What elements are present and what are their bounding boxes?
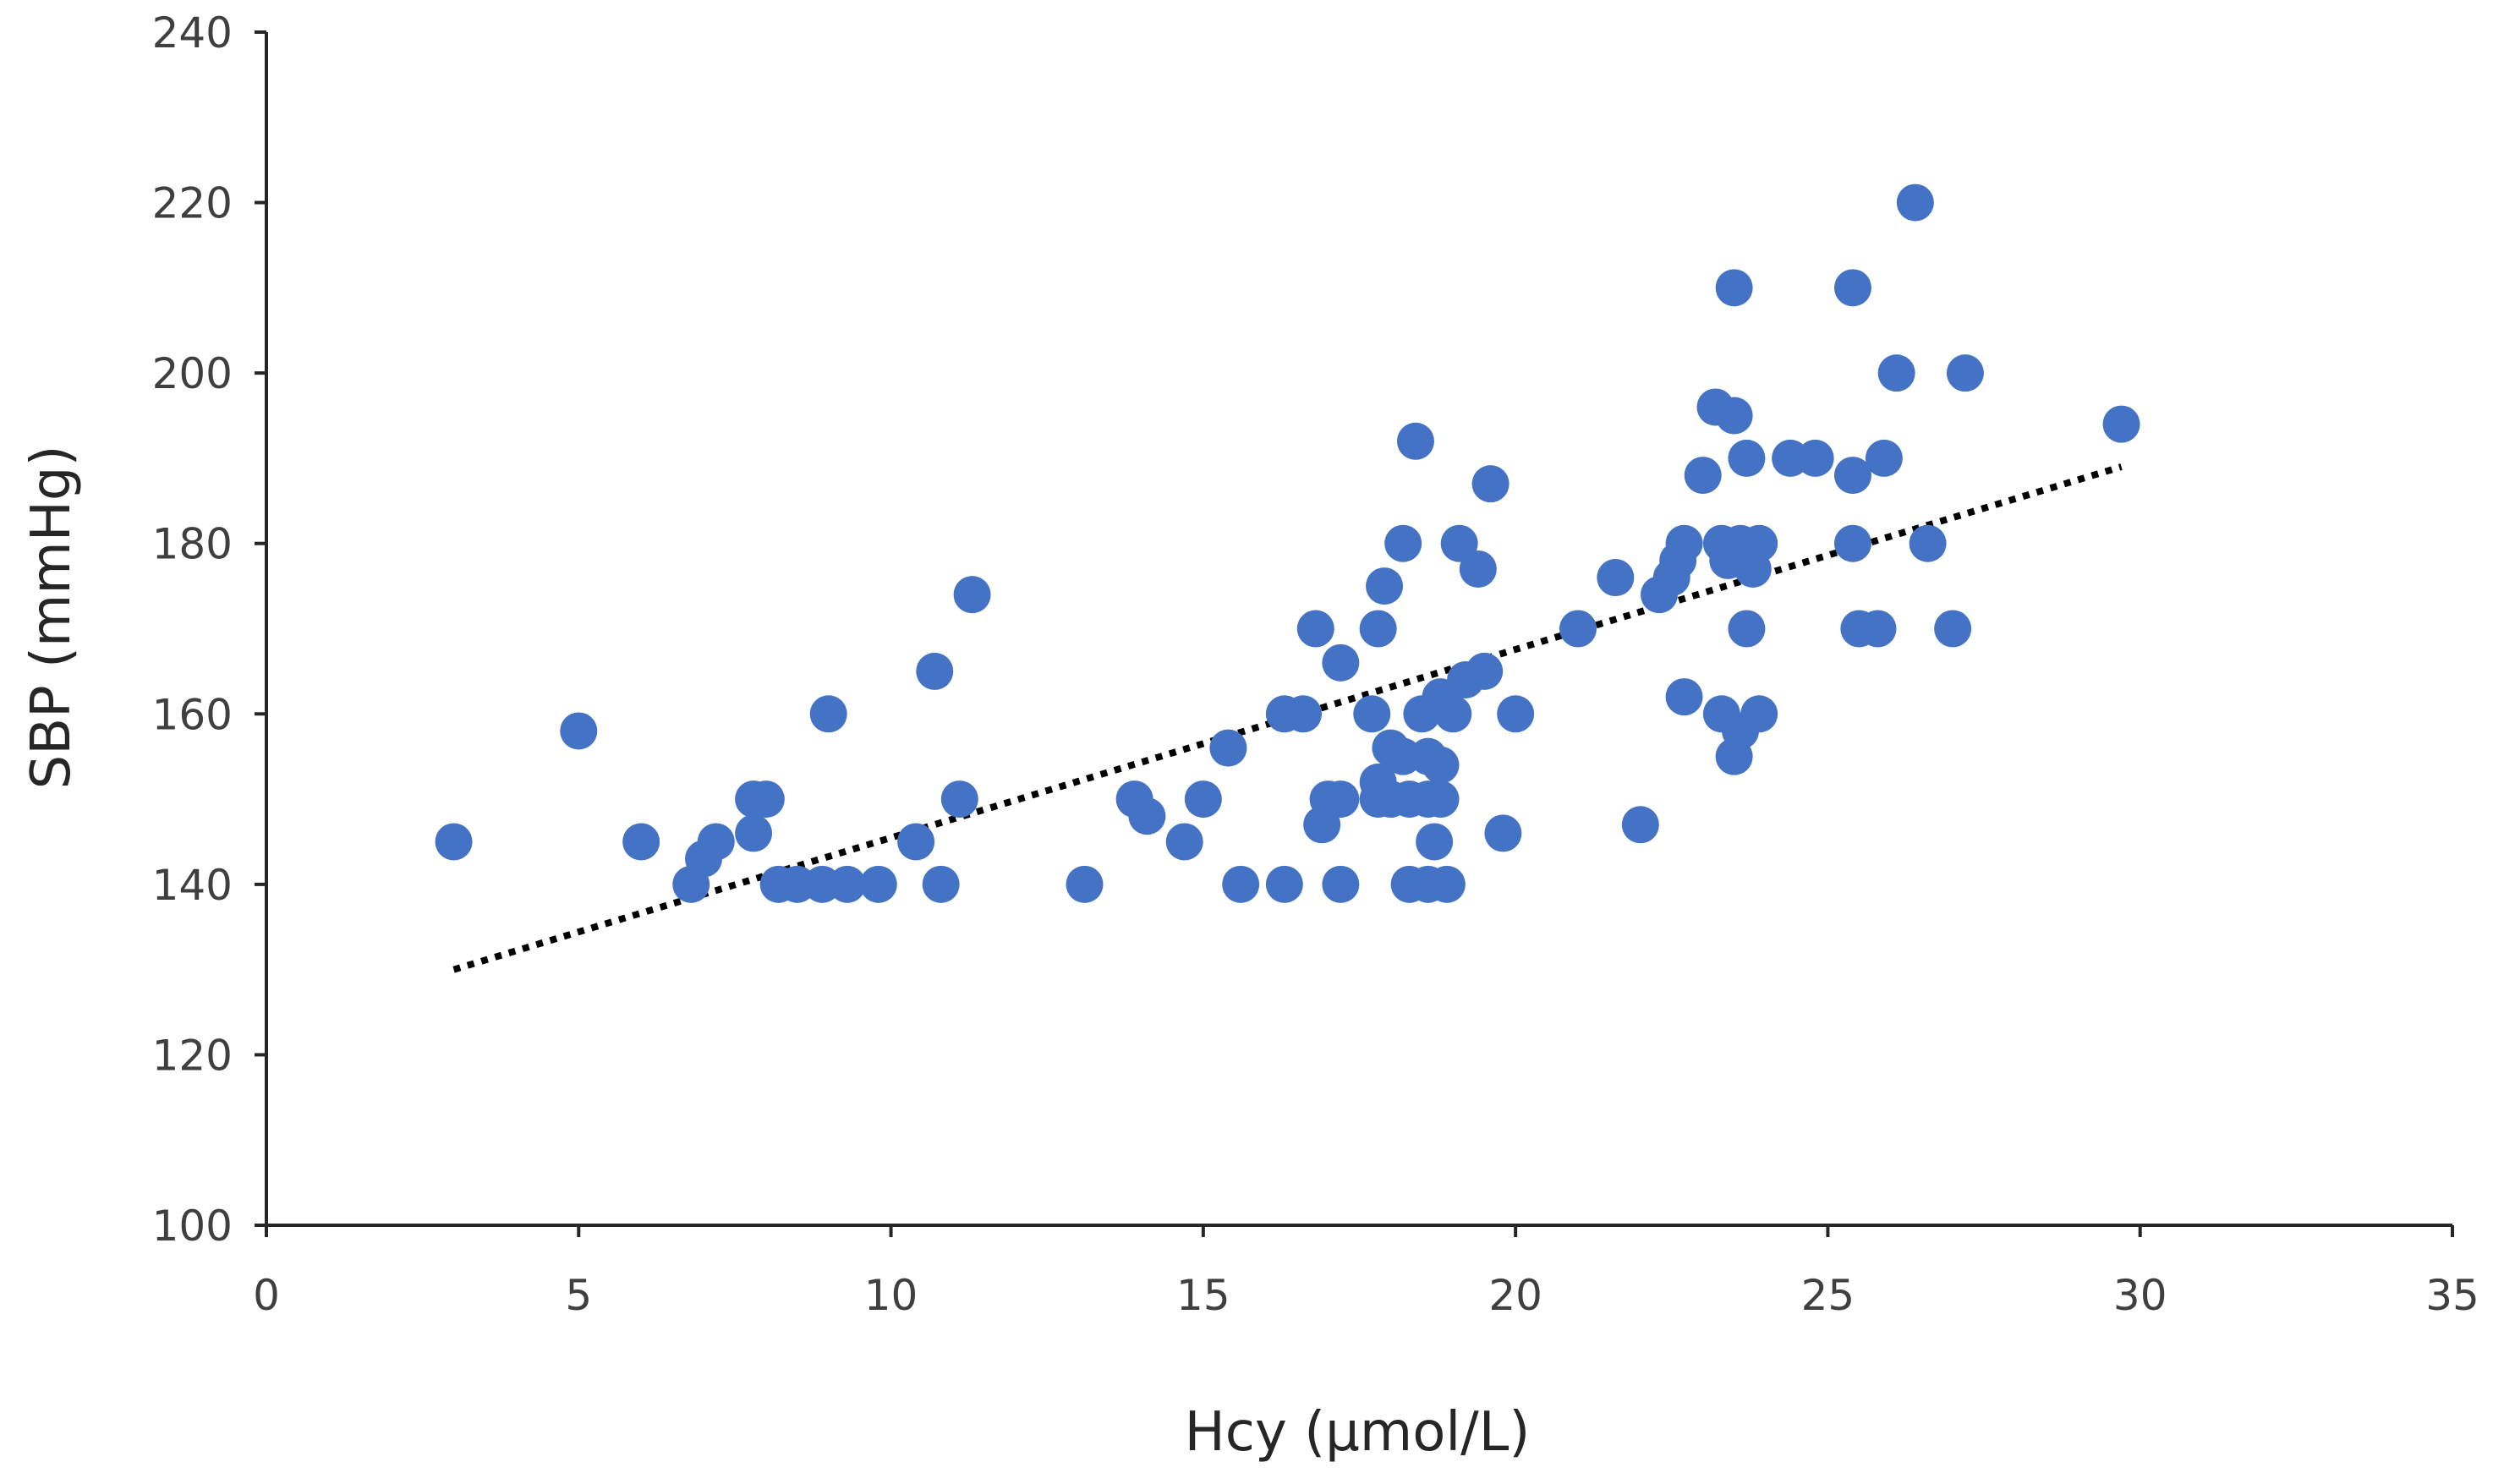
x-axis-title: Hcy (μmol/L) (1185, 1401, 1531, 1464)
data-point (897, 823, 935, 861)
data-point (1222, 865, 1260, 903)
data-point (1459, 550, 1497, 588)
data-point (1128, 797, 1166, 835)
data-point (1184, 780, 1222, 819)
data-point (1665, 524, 1703, 562)
data-point (1484, 814, 1522, 852)
data-point (1715, 397, 1753, 435)
data-point (1066, 865, 1104, 903)
data-point (1621, 806, 1659, 844)
y-axis-title: SBP (mmHg) (20, 446, 83, 790)
data-point (1384, 524, 1422, 562)
data-point (1427, 865, 1466, 903)
data-point (1909, 524, 1947, 562)
data-point (2102, 405, 2140, 443)
y-tick-label: 120 (152, 1031, 233, 1080)
data-point (1497, 695, 1535, 733)
data-point (1434, 695, 1472, 733)
data-point (697, 823, 735, 861)
data-point (1740, 695, 1778, 733)
data-point (1353, 695, 1391, 733)
data-point (1665, 678, 1703, 716)
data-point (1359, 610, 1397, 648)
data-point (1684, 457, 1722, 495)
data-point (735, 814, 773, 852)
axis-labels: Hcy (μmol/L) SBP (mmHg) (20, 446, 1530, 1464)
data-point (1440, 524, 1478, 562)
x-tick-label: 10 (864, 1271, 918, 1320)
data-point (1597, 559, 1635, 597)
data-point (1946, 354, 1984, 392)
data-point (1833, 457, 1871, 495)
data-point (1728, 610, 1766, 648)
y-tick-label: 200 (152, 349, 233, 398)
data-point (1833, 524, 1871, 562)
data-point (1416, 823, 1454, 861)
data-point (1471, 465, 1510, 503)
data-point (809, 695, 847, 733)
data-point (859, 865, 897, 903)
data-point (747, 780, 785, 819)
data-point (622, 823, 660, 861)
data-point (1865, 439, 1903, 477)
x-tick-label: 0 (253, 1271, 280, 1320)
data-point (1559, 610, 1597, 648)
y-tick-label: 160 (152, 690, 233, 739)
data-point (828, 865, 866, 903)
trendline-layer (452, 463, 2123, 973)
x-tick-label: 35 (2425, 1271, 2479, 1320)
trendline (452, 463, 2123, 973)
data-point (1466, 652, 1504, 690)
y-tick-label: 240 (152, 8, 233, 57)
data-point (1285, 695, 1323, 733)
data-point (940, 780, 978, 819)
data-point (1322, 780, 1360, 819)
data-point (1740, 524, 1778, 562)
data-point (953, 576, 991, 614)
y-tick-label: 140 (152, 861, 233, 910)
x-tick-label: 20 (1488, 1271, 1542, 1320)
x-tick-label: 15 (1176, 1271, 1230, 1320)
data-point (1934, 610, 1972, 648)
data-point (1322, 865, 1360, 903)
axes: 0 5 10 15 20 25 30 35 100 120 140 160 180 200 220 240 (152, 8, 2479, 1320)
data-point (1877, 354, 1915, 392)
data-point (1422, 746, 1460, 784)
data-point (1715, 269, 1753, 307)
y-tick-label: 180 (152, 520, 233, 569)
data-point (1859, 610, 1897, 648)
data-point (1265, 865, 1303, 903)
data-point (1209, 729, 1247, 767)
data-point (916, 652, 954, 690)
data-point (1366, 567, 1404, 605)
x-tick-label: 25 (1801, 1271, 1855, 1320)
data-point (1396, 422, 1434, 460)
points-layer (435, 183, 2140, 903)
data-point (922, 865, 960, 903)
data-point (435, 823, 473, 861)
y-tick-label: 100 (152, 1202, 233, 1251)
data-point (1422, 780, 1460, 819)
y-tick-label: 220 (152, 179, 233, 228)
data-point (1296, 610, 1334, 648)
x-tick-label: 5 (565, 1271, 592, 1320)
data-point (1896, 183, 1934, 222)
data-point (1796, 439, 1834, 477)
data-point (560, 712, 598, 750)
x-tick-label: 30 (2113, 1271, 2167, 1320)
data-point (1728, 439, 1766, 477)
data-point (1165, 823, 1203, 861)
data-point (1322, 643, 1360, 682)
data-point (1833, 269, 1871, 307)
